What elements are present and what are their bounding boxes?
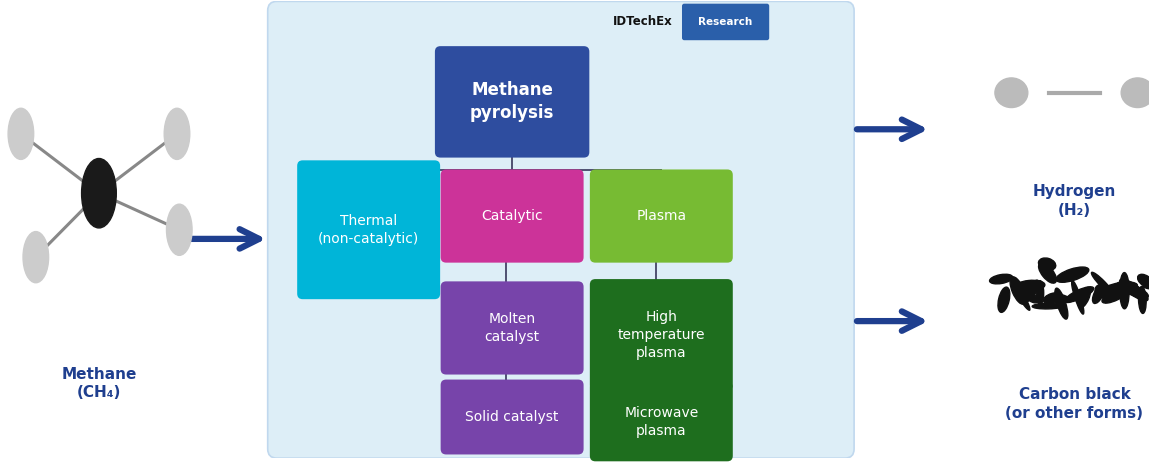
Text: Research: Research (699, 17, 752, 27)
Ellipse shape (1113, 282, 1134, 298)
Text: Hydrogen
(H₂): Hydrogen (H₂) (1033, 184, 1116, 218)
Ellipse shape (1096, 287, 1122, 295)
FancyBboxPatch shape (590, 170, 733, 262)
FancyBboxPatch shape (590, 382, 733, 462)
Ellipse shape (1039, 263, 1057, 283)
Ellipse shape (1023, 280, 1039, 303)
Ellipse shape (1072, 280, 1084, 314)
Ellipse shape (81, 158, 116, 228)
FancyBboxPatch shape (590, 279, 733, 390)
Ellipse shape (1093, 285, 1104, 304)
Ellipse shape (1055, 288, 1068, 319)
Ellipse shape (1119, 273, 1130, 309)
Text: Catalytic: Catalytic (482, 209, 543, 223)
Ellipse shape (989, 274, 1012, 284)
Ellipse shape (1139, 286, 1146, 313)
Text: Thermal
(non-catalytic): Thermal (non-catalytic) (318, 214, 419, 246)
FancyBboxPatch shape (268, 1, 854, 458)
Ellipse shape (1101, 284, 1133, 294)
Ellipse shape (164, 108, 189, 159)
Ellipse shape (1014, 280, 1045, 292)
Ellipse shape (1044, 293, 1062, 304)
Text: IDTechEx: IDTechEx (613, 15, 672, 29)
FancyBboxPatch shape (435, 46, 590, 158)
Ellipse shape (1117, 282, 1148, 298)
Text: Carbon black
(or other forms): Carbon black (or other forms) (1005, 387, 1144, 421)
Ellipse shape (1122, 78, 1154, 108)
Ellipse shape (1038, 258, 1055, 270)
Text: Methane
(CH₄): Methane (CH₄) (62, 367, 137, 401)
Ellipse shape (995, 78, 1027, 108)
Ellipse shape (1057, 267, 1089, 282)
Text: Plasma: Plasma (636, 209, 686, 223)
Ellipse shape (1119, 279, 1148, 301)
Text: Solid catalyst: Solid catalyst (466, 410, 558, 424)
Text: Microwave
plasma: Microwave plasma (625, 406, 699, 438)
Ellipse shape (1102, 282, 1138, 294)
Ellipse shape (1037, 280, 1044, 305)
Ellipse shape (1066, 287, 1094, 302)
Ellipse shape (1010, 277, 1026, 304)
Ellipse shape (1011, 280, 1030, 310)
Ellipse shape (1019, 286, 1038, 303)
Ellipse shape (1079, 287, 1090, 308)
FancyBboxPatch shape (441, 170, 584, 262)
FancyBboxPatch shape (441, 281, 584, 375)
Ellipse shape (1149, 280, 1161, 294)
Ellipse shape (1050, 294, 1072, 303)
Ellipse shape (998, 287, 1010, 312)
Ellipse shape (1144, 282, 1161, 290)
Ellipse shape (1091, 272, 1113, 295)
Ellipse shape (1138, 274, 1153, 287)
Ellipse shape (166, 204, 192, 255)
Ellipse shape (1032, 303, 1065, 309)
Ellipse shape (23, 231, 49, 283)
FancyBboxPatch shape (297, 160, 440, 299)
Ellipse shape (1158, 268, 1161, 283)
FancyBboxPatch shape (682, 4, 770, 40)
Text: Methane
pyrolysis: Methane pyrolysis (470, 81, 554, 122)
FancyBboxPatch shape (441, 380, 584, 455)
Ellipse shape (1095, 285, 1109, 298)
Text: High
temperature
plasma: High temperature plasma (618, 310, 705, 359)
Ellipse shape (8, 108, 34, 159)
Ellipse shape (1102, 287, 1130, 303)
Text: Molten
catalyst: Molten catalyst (484, 312, 540, 344)
